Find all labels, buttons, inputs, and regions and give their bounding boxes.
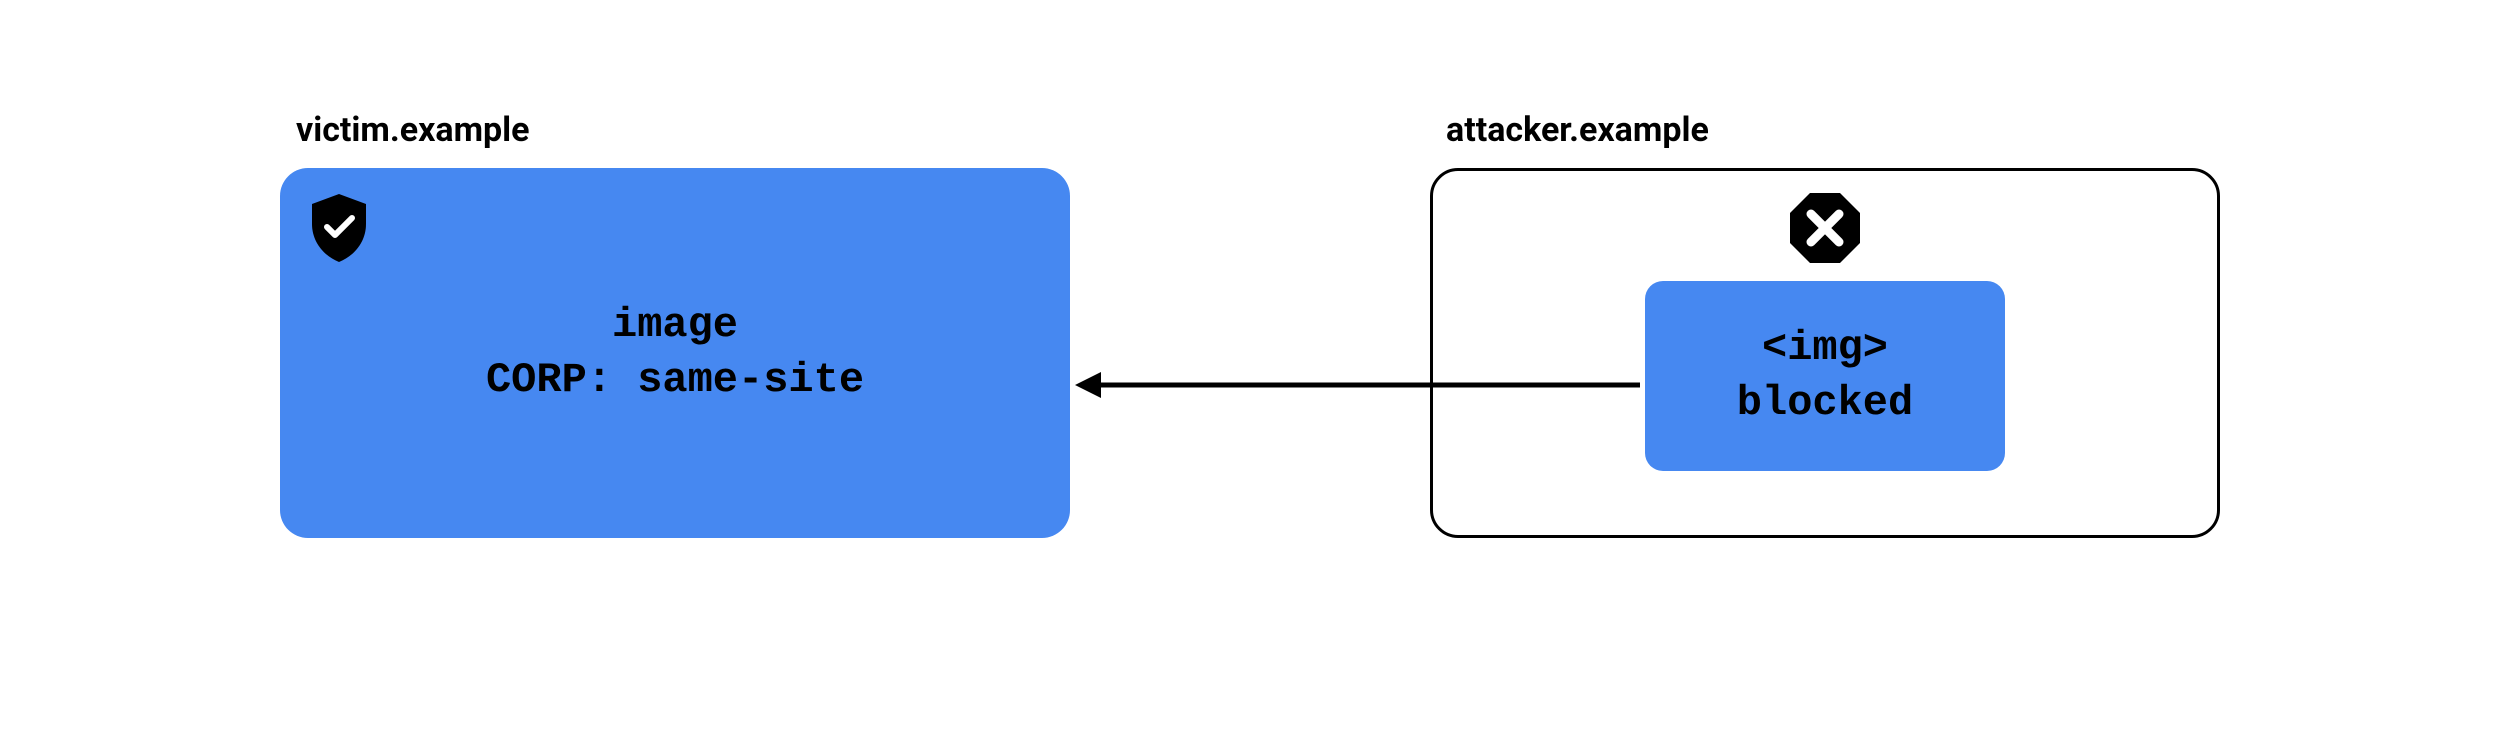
blocked-line2: blocked [1737, 376, 1913, 431]
blocked-line1: <img> [1762, 321, 1888, 376]
victim-box: image CORP: same-site [280, 168, 1070, 538]
victim-text: image CORP: same-site [280, 298, 1070, 407]
stop-icon [1786, 189, 1864, 271]
attacker-heading: attacker.example [1446, 110, 1709, 150]
arrow-icon [1075, 365, 1645, 409]
victim-heading: victim.example [296, 110, 530, 150]
attacker-box: <img> blocked [1430, 168, 2220, 538]
victim-line1: image [280, 298, 1070, 353]
blocked-box: <img> blocked [1645, 281, 2005, 471]
diagram-container: victim.example image CORP: same-site att… [280, 110, 2220, 639]
shield-icon [308, 192, 370, 268]
victim-line2: CORP: same-site [280, 353, 1070, 408]
